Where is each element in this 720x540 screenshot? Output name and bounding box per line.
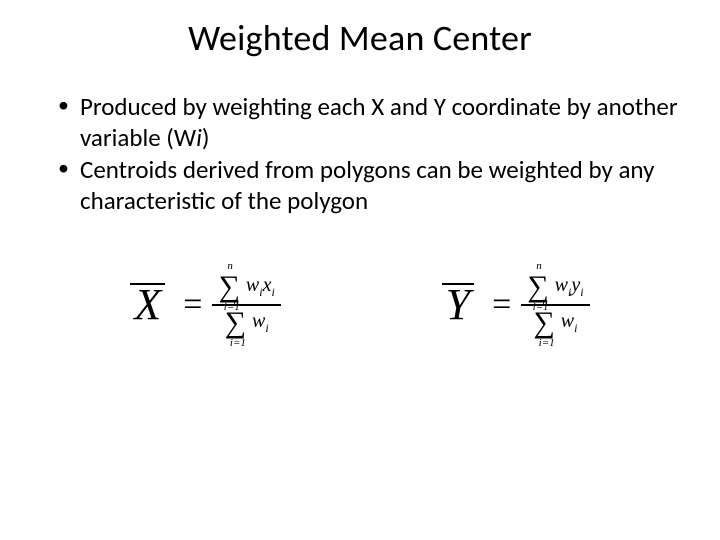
sigma-icon: ∑ n i=1 <box>225 308 248 338</box>
bullet-item: Centroids derived from polygons can be w… <box>58 155 680 216</box>
sum-upper: n <box>227 261 233 272</box>
sum-upper: n <box>234 297 240 308</box>
var-y: y <box>571 274 580 296</box>
formula-row: X = ∑ n i=1 wixi <box>40 270 680 340</box>
sum-expression: ∑ n i=1 wiyi <box>527 272 583 302</box>
sigma-icon: ∑ n i=1 <box>533 308 556 338</box>
numerator: ∑ n i=1 wiyi <box>521 270 589 304</box>
term: wiyi <box>555 274 584 300</box>
bullet-list: Produced by weighting each X and Y coord… <box>40 92 680 216</box>
sum-upper: n <box>542 297 548 308</box>
term: wixi <box>246 274 275 300</box>
bullet-text-post: ) <box>202 122 210 153</box>
sub-i: i <box>271 285 274 299</box>
sum-expression: ∑ n i=1 wi <box>533 308 577 338</box>
equals-sign: = <box>183 286 202 324</box>
equals-sign: = <box>492 286 511 324</box>
term: wi <box>561 310 578 336</box>
formula-x: X = ∑ n i=1 wixi <box>130 270 280 340</box>
var-w: w <box>246 274 259 296</box>
denominator: ∑ n i=1 wi <box>527 306 583 340</box>
fraction: ∑ n i=1 wiyi ∑ n i=1 <box>521 270 589 340</box>
numerator: ∑ n i=1 wixi <box>212 270 280 304</box>
bullet-text-pre: Produced by weighting each X and Y coord… <box>80 91 678 153</box>
bullet-text-pre: Centroids derived from polygons can be w… <box>80 154 654 216</box>
sum-expression: ∑ n i=1 wi <box>225 308 269 338</box>
sum-lower: i=1 <box>230 338 246 349</box>
var-w: w <box>252 310 265 332</box>
var-w: w <box>561 310 574 332</box>
bullet-item: Produced by weighting each X and Y coord… <box>58 92 680 153</box>
sum-expression: ∑ n i=1 wixi <box>218 272 274 302</box>
var-w: w <box>555 274 568 296</box>
lhs-var: Y <box>442 283 474 327</box>
denominator: ∑ n i=1 wi <box>219 306 275 340</box>
slide-title: Weighted Mean Center <box>40 16 680 60</box>
formula-y: Y = ∑ n i=1 wiyi <box>442 270 590 340</box>
lhs-ybar: Y <box>442 283 474 327</box>
sum-upper: n <box>536 261 542 272</box>
sum-lower: i=1 <box>539 338 555 349</box>
fraction: ∑ n i=1 wixi ∑ n i=1 <box>212 270 280 340</box>
sub-i: i <box>574 321 577 335</box>
slide: Weighted Mean Center Produced by weighti… <box>0 0 720 540</box>
sub-i: i <box>265 321 268 335</box>
lhs-var: X <box>130 283 165 327</box>
sub-i: i <box>580 285 583 299</box>
term: wi <box>252 310 269 336</box>
lhs-xbar: X <box>130 283 165 327</box>
